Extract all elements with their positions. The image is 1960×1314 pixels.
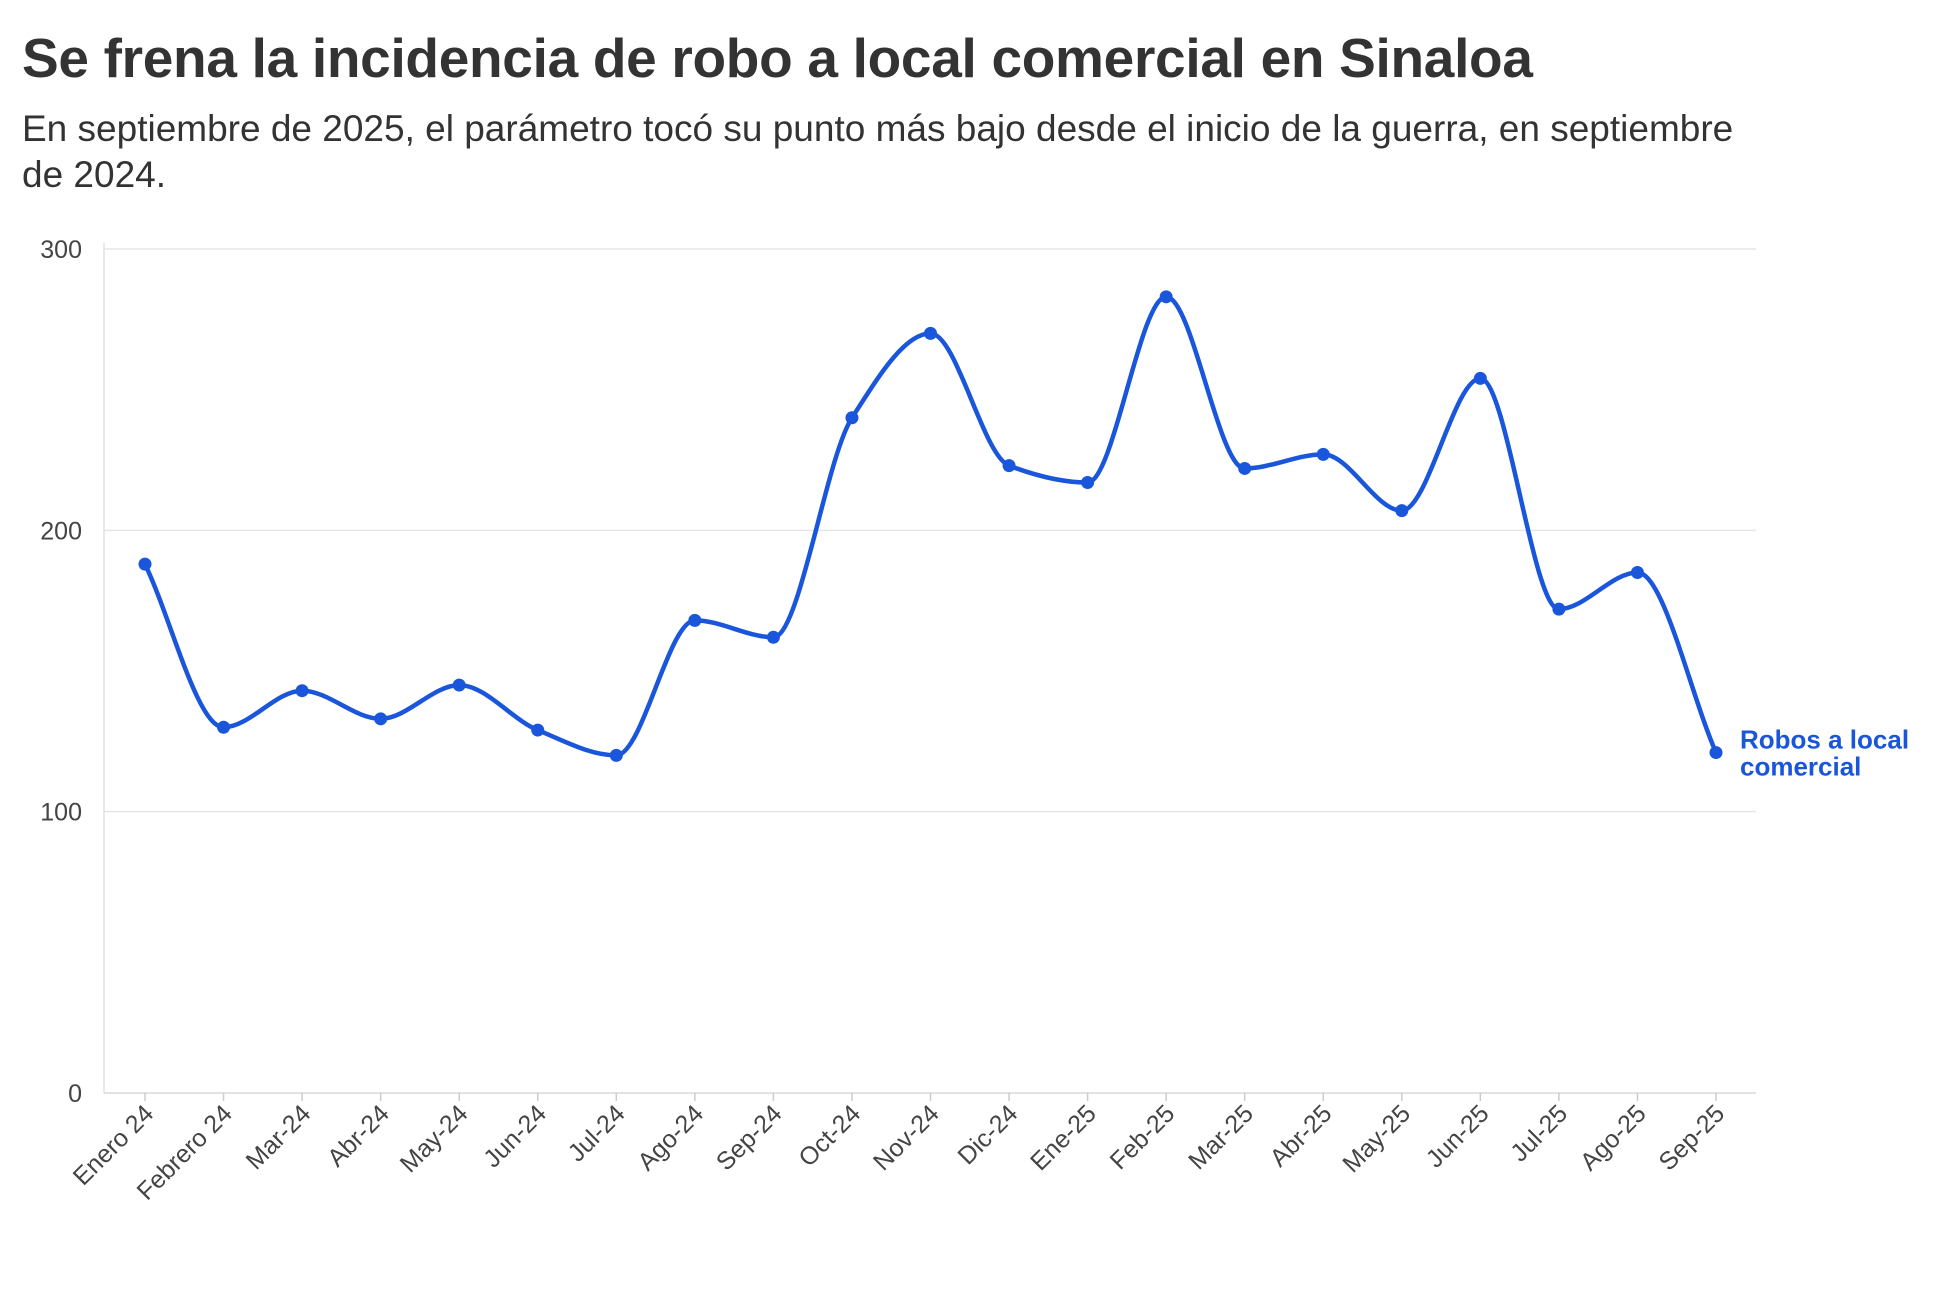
data-point-Abr-24 <box>374 712 388 726</box>
data-point-Feb-25 <box>1159 290 1173 304</box>
x-tick-label: Jun-25 <box>1421 1099 1495 1173</box>
data-point-Jul-24 <box>609 748 623 762</box>
points-layer <box>138 290 1723 762</box>
data-point-Sep-24 <box>766 630 780 644</box>
x-tick-label: May-24 <box>395 1099 474 1178</box>
series-label-line: comercial <box>1740 752 1861 782</box>
data-point-Nov-24 <box>924 326 937 340</box>
data-point-Jun-25 <box>1473 371 1487 385</box>
data-point-Sep-25 <box>1709 746 1723 760</box>
x-tick-label: Ago-25 <box>1575 1099 1652 1176</box>
data-point-May-25 <box>1395 504 1409 518</box>
x-tick-label: Mar-25 <box>1183 1099 1259 1175</box>
data-point-May-24 <box>452 678 466 692</box>
series-label: Robos a local comercial <box>1740 725 1909 782</box>
y-tick-label: 100 <box>40 799 82 827</box>
x-tick-label: Dic-24 <box>952 1099 1023 1170</box>
y-tick-label: 0 <box>68 1080 82 1108</box>
x-tick-label: Jul-24 <box>563 1099 631 1167</box>
x-tick-label: Abr-24 <box>322 1099 395 1172</box>
x-tick-label: Ago-24 <box>632 1099 709 1176</box>
data-point-Febrero 24 <box>217 720 231 734</box>
x-tick-label: Jul-25 <box>1505 1099 1573 1167</box>
data-point-Jul-25 <box>1552 602 1566 616</box>
data-point-Ago-24 <box>688 613 702 627</box>
data-point-Dic-24 <box>1002 459 1016 473</box>
x-tick-label: Sep-24 <box>711 1099 788 1176</box>
data-point-Mar-24 <box>295 684 309 698</box>
x-tick-label: Jun-24 <box>478 1099 552 1173</box>
series-label-line: Robos a local <box>1740 725 1909 755</box>
x-tick-label: Nov-24 <box>868 1099 945 1176</box>
data-point-Jun-24 <box>531 723 545 737</box>
series-layer <box>142 294 1719 758</box>
grid-layer <box>104 248 1756 1094</box>
data-point-Oct-24 <box>845 411 859 425</box>
y-tick-label: 300 <box>40 236 82 264</box>
y-tick-label: 200 <box>40 517 82 545</box>
x-tick-label: May-25 <box>1337 1099 1416 1178</box>
data-point-Abr-25 <box>1316 447 1330 461</box>
x-tick-label: Ene-25 <box>1025 1099 1102 1176</box>
data-point-Ago-25 <box>1630 566 1644 580</box>
x-tick-label: Sep-25 <box>1653 1099 1730 1176</box>
x-tick-label: Abr-25 <box>1265 1099 1338 1172</box>
chart-subtitle: En septiembre de 2025, el parámetro tocó… <box>22 108 1734 195</box>
x-tick-label: Feb-25 <box>1105 1099 1181 1175</box>
data-point-Ene-25 <box>1081 476 1095 490</box>
data-point-Enero 24 <box>138 557 152 571</box>
x-tick-label: Mar-24 <box>241 1099 317 1175</box>
chart-title: Se frena la incidencia de robo a local c… <box>22 27 1533 89</box>
data-point-Mar-25 <box>1238 461 1252 475</box>
series-label-layer: Robos a local comercial <box>1740 725 1909 782</box>
series-line <box>142 294 1719 758</box>
x-tick-label: Oct-24 <box>793 1099 866 1172</box>
